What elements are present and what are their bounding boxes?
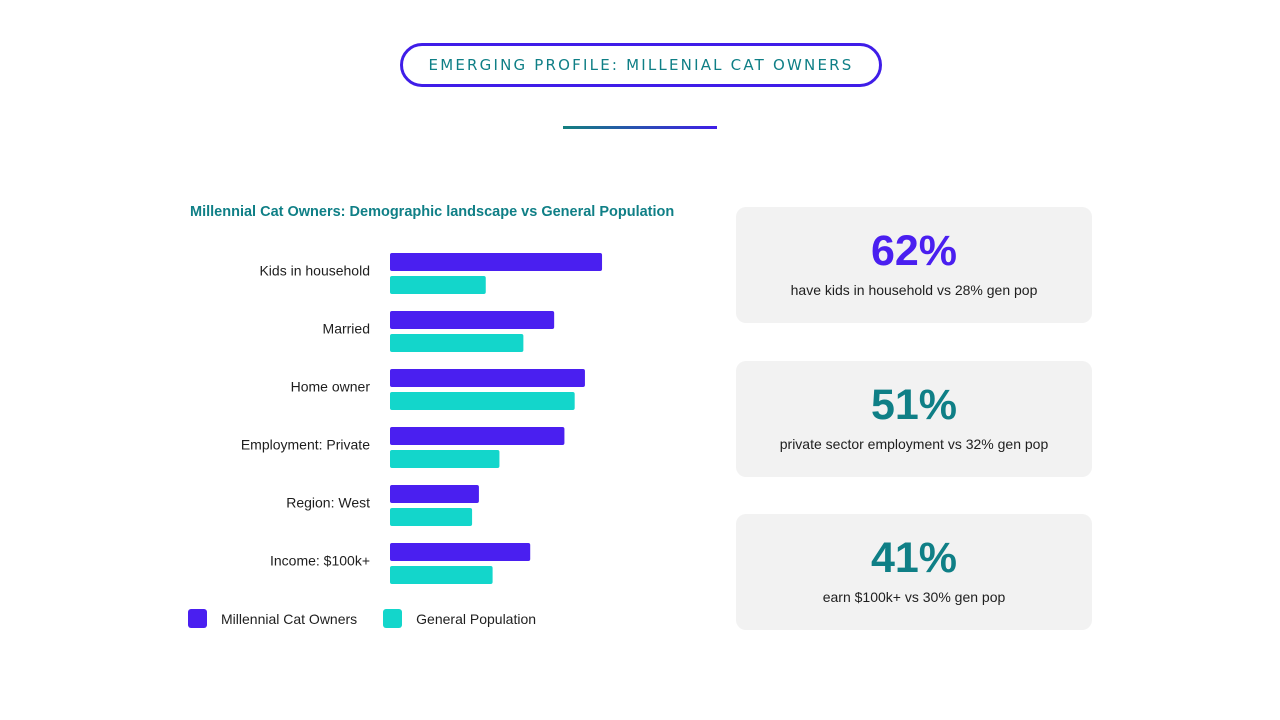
category-label: Kids in household — [259, 263, 370, 279]
bar-millennial — [390, 253, 603, 271]
bar-millennial — [390, 543, 531, 561]
bar-general — [390, 450, 500, 468]
stat-card-employment: 51% private sector employment vs 32% gen… — [736, 361, 1092, 477]
bar-millennial — [390, 485, 479, 503]
header-divider — [563, 126, 717, 129]
header-pill: EMERGING PROFILE: MILLENIAL CAT OWNERS — [400, 43, 882, 87]
bar-millennial — [390, 311, 555, 329]
stat-card-income: 41% earn $100k+ vs 30% gen pop — [736, 514, 1092, 630]
category-label: Employment: Private — [241, 437, 370, 453]
legend-swatch-millennial — [188, 609, 207, 628]
stat-card-kids: 62% have kids in household vs 28% gen po… — [736, 207, 1092, 323]
category-label: Region: West — [286, 495, 370, 511]
bar-millennial — [390, 427, 565, 445]
legend-swatch-general — [383, 609, 403, 628]
bar-general — [390, 334, 524, 352]
category-label: Home owner — [291, 379, 371, 395]
stat-value-employment: 51% — [870, 381, 958, 429]
stat-value-income: 41% — [870, 534, 958, 582]
bar-general — [390, 392, 575, 410]
stat-desc-income: earn $100k+ vs 30% gen pop — [822, 589, 1006, 605]
chart-title: Millennial Cat Owners: Demographic lands… — [190, 204, 675, 220]
bar-general — [390, 566, 493, 584]
stat-desc-employment: private sector employment vs 32% gen pop — [779, 436, 1049, 452]
header-title: EMERGING PROFILE: MILLENIAL CAT OWNERS — [428, 56, 854, 74]
category-label: Married — [323, 321, 370, 337]
legend-label-general: General Population — [416, 610, 537, 627]
stat-value-kids: 62% — [870, 227, 958, 275]
stat-desc-kids: have kids in household vs 28% gen pop — [790, 282, 1038, 298]
category-label: Income: $100k+ — [270, 553, 370, 569]
legend-item-millennial: Millennial Cat Owners — [188, 609, 357, 628]
chart-legend: Millennial Cat Owners General Population — [188, 609, 562, 628]
bar-general — [390, 276, 486, 294]
legend-label-millennial: Millennial Cat Owners — [221, 610, 358, 627]
bar-general — [390, 508, 473, 526]
bar-chart: Kids in household Married Home owner Employ… — [241, 253, 603, 584]
legend-item-general: General Population — [383, 609, 536, 628]
bar-millennial — [390, 369, 585, 387]
